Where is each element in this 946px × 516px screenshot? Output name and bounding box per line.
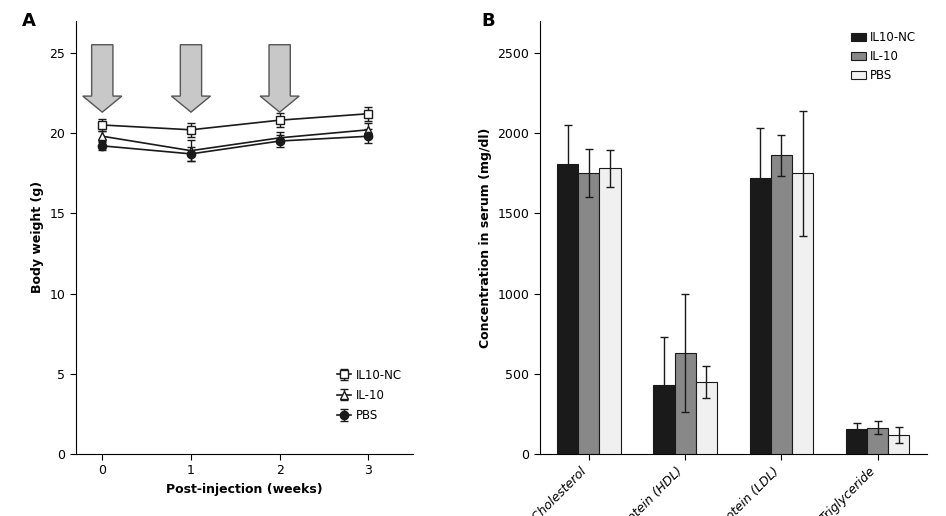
Bar [888,435,909,454]
Bar [846,429,867,454]
Bar [867,428,888,454]
Text: B: B [482,12,495,30]
Polygon shape [171,45,211,112]
Bar [674,353,695,454]
Bar [749,178,771,454]
Text: A: A [22,12,36,30]
Legend: IL10-NC, IL-10, PBS: IL10-NC, IL-10, PBS [332,364,407,427]
Bar [792,173,814,454]
Polygon shape [260,45,299,112]
Bar [771,155,792,454]
Bar [578,173,600,454]
Y-axis label: Body weight (g): Body weight (g) [31,181,44,294]
X-axis label: Post-injection (weeks): Post-injection (weeks) [166,483,323,496]
Bar [557,164,578,454]
Y-axis label: Concentration in serum (mg/dl): Concentration in serum (mg/dl) [479,127,492,348]
Polygon shape [83,45,122,112]
Bar [654,385,674,454]
Bar [600,168,621,454]
Bar [695,382,717,454]
Legend: IL10-NC, IL-10, PBS: IL10-NC, IL-10, PBS [847,26,921,87]
